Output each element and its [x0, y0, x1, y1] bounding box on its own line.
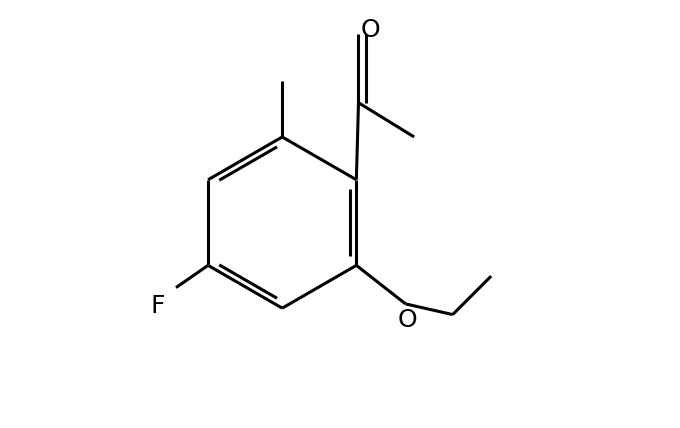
Text: F: F: [150, 294, 165, 318]
Text: O: O: [360, 18, 380, 42]
Text: O: O: [398, 308, 418, 332]
